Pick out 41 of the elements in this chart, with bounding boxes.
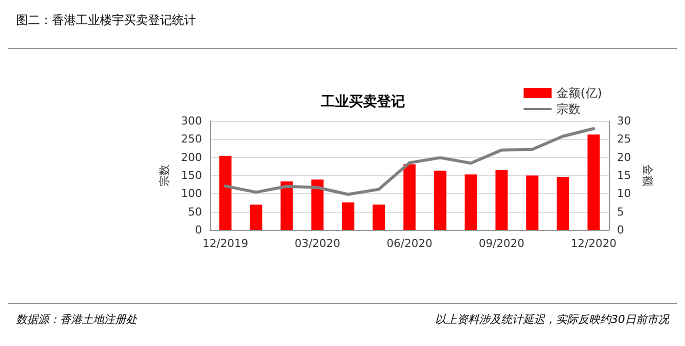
bar [495,170,508,230]
legend-label: 宗数 [556,102,581,116]
bar [372,204,385,230]
line-series [224,127,596,196]
y-tick-label: 150 [181,169,202,182]
bar [219,156,232,230]
bar [403,164,416,230]
bar [526,176,538,230]
x-tick-label: 12/2019 [202,237,248,250]
y2-tick-label: 0 [617,224,624,236]
y-tick-label: 250 [181,132,202,146]
x-tick-label: 03/2020 [294,237,340,250]
y-tick-label: 200 [181,150,202,164]
bar [464,174,478,230]
text: 图二：香港工业楼宇买卖登记统计 [16,12,196,29]
y2-axis-title: 金额 [640,164,654,186]
y2-tick-label: 20 [617,150,631,164]
bar [342,202,354,230]
bar [588,134,600,230]
y2-tick-label: 10 [617,187,631,200]
chart-subtitle: 工业买卖登记 [320,94,405,110]
x-tick-label: 12/2020 [570,237,617,250]
y2-tick-label: 30 [617,114,631,128]
y2-tick-label: 5 [617,205,624,218]
bar [434,170,446,230]
x-tick-label: 06/2020 [386,237,432,250]
bar [556,176,570,230]
bar [311,179,324,230]
y-tick-label: 100 [181,187,202,200]
bar [250,204,262,230]
bar [280,181,293,230]
y-axis-title: 宗数 [158,164,172,186]
x-tick-label: 09/2020 [478,237,524,250]
y-tick-label: 300 [181,114,202,128]
y-tick-label: 50 [188,205,202,218]
y2-tick-label: 15 [617,169,631,182]
y-tick-label: 0 [195,224,202,236]
text: 以上资料涉及统计延迟，实际反映约30日前市况 [435,312,669,327]
y2-tick-label: 25 [617,132,631,146]
text: 数据源：香港土地注册处 [16,312,137,327]
legend-label: 金额(亿) [556,86,602,100]
